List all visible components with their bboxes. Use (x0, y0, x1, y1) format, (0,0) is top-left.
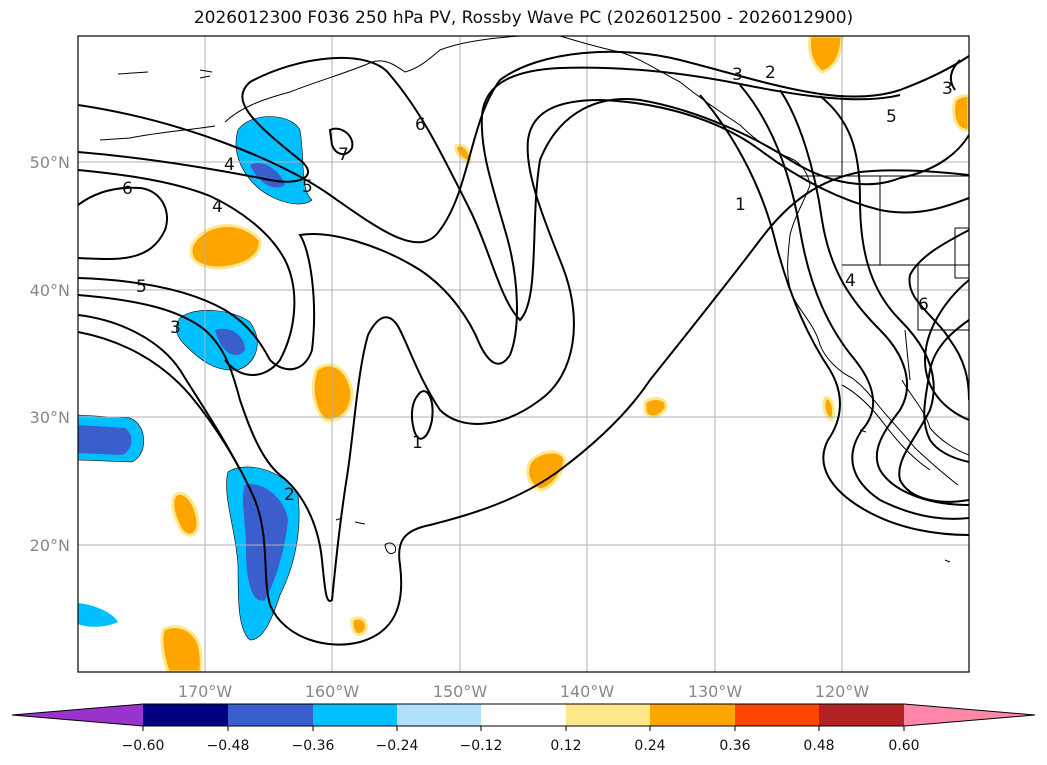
lon-label: 140°W (560, 682, 615, 701)
contour-label: 5 (302, 177, 313, 197)
contour-line (949, 59, 961, 91)
colorbar-tick-label: −0.24 (376, 738, 419, 754)
contour-line (908, 229, 969, 401)
colorbar-tick-label: −0.12 (460, 738, 503, 754)
pv-shading (78, 36, 969, 672)
contour-label: 4 (845, 271, 856, 291)
positive-anomaly-1 (189, 224, 262, 270)
colorbar-tick-label: 0.12 (550, 738, 581, 754)
positive-anomaly-4 (643, 397, 668, 419)
colorbar-segment (12, 704, 143, 726)
contour-label: 4 (212, 197, 223, 217)
coastlines (99, 36, 969, 563)
us-states (841, 95, 969, 381)
contour-line (78, 50, 969, 244)
colorbar-segment (228, 704, 313, 726)
positive-anomaly-6 (160, 625, 203, 672)
colorbar-tick-label: −0.60 (122, 738, 165, 754)
contour-label: 7 (338, 145, 349, 165)
lon-label: 150°W (433, 682, 488, 701)
contour-label: 3 (942, 79, 953, 99)
contour-line (779, 89, 969, 506)
lon-label: 160°W (305, 682, 360, 701)
longitude-labels: 170°W 160°W 150°W 140°W 130°W 120°W (178, 682, 870, 701)
lat-label: 30°N (30, 408, 70, 427)
contour-label: 4 (224, 155, 235, 175)
colorbar-tick-label: 0.48 (803, 738, 834, 754)
negative-anomaly-sw (78, 603, 118, 627)
colorbar-segment (735, 704, 819, 726)
negative-anomaly-west-core (78, 425, 132, 455)
positive-anomaly-3 (526, 450, 567, 492)
colorbar-tick-label: −0.36 (292, 738, 335, 754)
colorbar: −0.60 −0.48 −0.36 −0.24 −0.12 0.12 0.24 … (11, 703, 1036, 754)
latitude-labels: 50°N 40°N 30°N 20°N (30, 153, 70, 555)
contour-label: 2 (284, 485, 295, 505)
colorbar-segment (143, 704, 228, 726)
positive-anomaly-ne (952, 94, 969, 132)
contour-line (78, 66, 901, 371)
contour-line (78, 169, 969, 646)
contour-label: 5 (136, 277, 147, 297)
contour-line (923, 279, 969, 421)
pv-contours (78, 50, 969, 646)
alaska-coast (224, 36, 811, 186)
negative-anomaly-south-core (243, 484, 288, 601)
colorbar-tick-label: 0.60 (888, 738, 919, 754)
hawaii-islands (335, 517, 397, 555)
positive-anomaly-n (808, 36, 844, 74)
contour-line (923, 319, 969, 463)
contour-label: 2 (765, 63, 776, 83)
contour-line (410, 390, 434, 440)
contour-label: 5 (886, 107, 897, 127)
contour-line (78, 169, 296, 376)
baja-california (841, 384, 931, 471)
contour-line (328, 127, 354, 156)
positive-anomaly-9 (822, 396, 836, 422)
lon-label: 130°W (688, 682, 743, 701)
contour-label: 3 (170, 318, 181, 338)
contour-label: 1 (735, 195, 746, 215)
contour-label: 6 (415, 115, 426, 135)
colorbar-segment (650, 704, 735, 726)
contour-label: 6 (918, 295, 929, 315)
colorbar-tick-label: 0.36 (719, 738, 750, 754)
colorbar-segment (313, 704, 397, 726)
colorbar-tick-label: 0.24 (634, 738, 665, 754)
colorbar-segment (904, 704, 1035, 726)
contour-labels: 6 4 4 5 3 7 6 5 1 3 2 1 4 6 3 5 2 (122, 63, 953, 505)
map-frame (77, 35, 970, 673)
contour-line (699, 94, 969, 536)
positive-anomaly-7 (350, 616, 368, 637)
pacific-islands (199, 75, 951, 563)
positive-anomaly-5 (171, 491, 200, 537)
map-title: 2026012300 F036 250 hPa PV, Rossby Wave … (193, 8, 854, 28)
aleutians (99, 69, 216, 141)
lat-label: 40°N (30, 281, 70, 300)
positive-anomaly-2 (311, 363, 354, 422)
gridlines (78, 36, 969, 672)
contour-line (78, 98, 969, 602)
contour-line (819, 95, 969, 503)
contour-label: 3 (732, 65, 743, 85)
negative-anomaly-mid-core (215, 328, 245, 356)
contour-label: 1 (412, 433, 423, 453)
lat-label: 50°N (30, 153, 70, 172)
lon-label: 120°W (815, 682, 870, 701)
contour-line (78, 186, 168, 260)
north-america-coast (787, 184, 959, 486)
colorbar-tick-label: −0.48 (207, 738, 250, 754)
colorbar-segment (566, 704, 650, 726)
gulf-of-california (901, 379, 969, 456)
lon-label: 170°W (178, 682, 233, 701)
lat-label: 20°N (30, 536, 70, 555)
colorbar-segment (481, 704, 566, 726)
colorbar-segment (819, 704, 904, 726)
contour-line (78, 56, 969, 322)
contour-label: 6 (122, 179, 133, 199)
contour-line (739, 84, 969, 520)
colorbar-segment (397, 704, 481, 726)
